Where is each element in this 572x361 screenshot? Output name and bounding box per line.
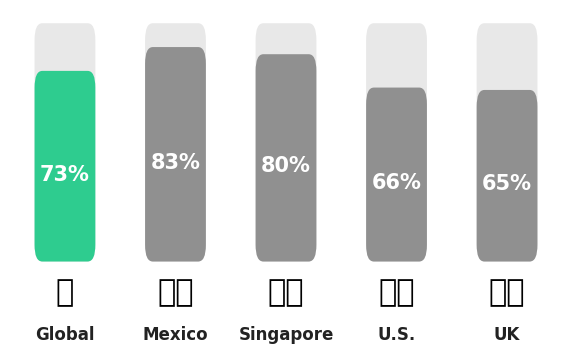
Text: Global: Global	[35, 326, 95, 344]
Text: 🇺🇸: 🇺🇸	[378, 278, 415, 307]
FancyBboxPatch shape	[145, 23, 206, 261]
Text: U.S.: U.S.	[378, 326, 416, 344]
FancyBboxPatch shape	[476, 90, 538, 261]
Text: 🇸🇬: 🇸🇬	[268, 278, 304, 307]
Text: 80%: 80%	[261, 156, 311, 176]
FancyBboxPatch shape	[256, 54, 316, 261]
Text: 73%: 73%	[40, 165, 90, 184]
Text: Mexico: Mexico	[142, 326, 208, 344]
FancyBboxPatch shape	[366, 88, 427, 261]
Text: 🌍: 🌍	[56, 278, 74, 307]
FancyBboxPatch shape	[256, 23, 316, 261]
Text: 🇬🇧: 🇬🇧	[489, 278, 525, 307]
FancyBboxPatch shape	[34, 23, 96, 261]
Text: 65%: 65%	[482, 174, 532, 194]
Text: UK: UK	[494, 326, 520, 344]
FancyBboxPatch shape	[366, 23, 427, 261]
Text: Singapore: Singapore	[239, 326, 333, 344]
Text: 66%: 66%	[372, 173, 422, 193]
Text: 🇲🇽: 🇲🇽	[157, 278, 194, 307]
FancyBboxPatch shape	[145, 47, 206, 261]
FancyBboxPatch shape	[34, 71, 96, 261]
FancyBboxPatch shape	[476, 23, 538, 261]
Text: 83%: 83%	[150, 153, 200, 173]
